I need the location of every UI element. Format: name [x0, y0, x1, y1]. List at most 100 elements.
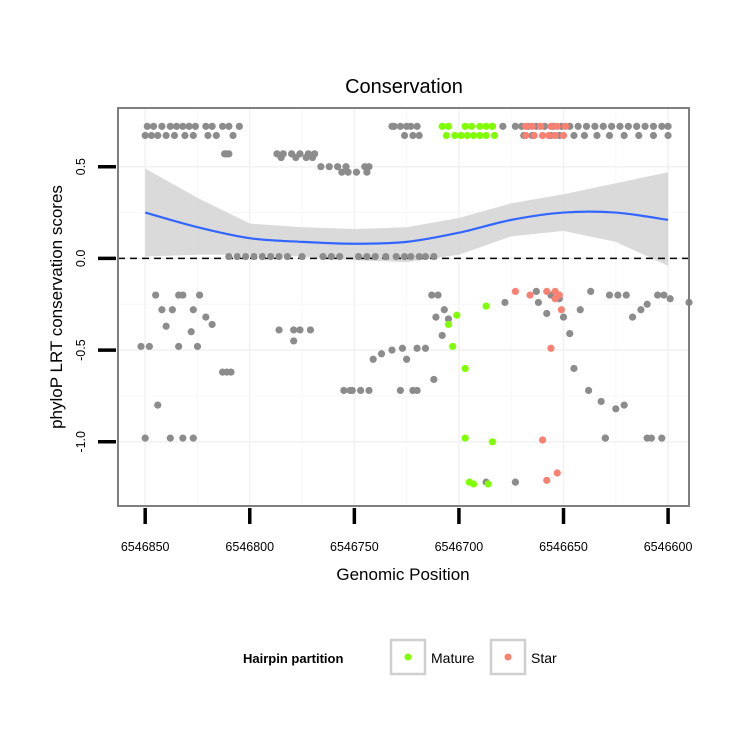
point-other [296, 326, 304, 334]
point-other [290, 326, 298, 334]
point-other [587, 287, 595, 296]
point-mature [449, 342, 457, 351]
point-other [225, 122, 233, 130]
x-axis-label: Genomic Position [336, 565, 469, 584]
point-other [599, 122, 607, 130]
point-other [532, 287, 540, 296]
point-other [400, 252, 409, 261]
point-other [666, 295, 674, 303]
point-other [145, 342, 153, 351]
point-star [538, 131, 547, 140]
point-other [620, 131, 628, 140]
point-other [614, 291, 622, 299]
point-star [553, 122, 561, 130]
point-star [543, 476, 551, 484]
point-other [444, 315, 453, 323]
point-other [149, 122, 158, 130]
point-other [664, 122, 672, 130]
point-mature [484, 480, 492, 488]
point-other [365, 386, 373, 395]
point-other [382, 252, 390, 261]
point-mature [463, 131, 471, 140]
point-other [185, 122, 193, 130]
legend-entry-mature: Mature [389, 638, 475, 676]
point-mature [467, 122, 476, 130]
point-other [432, 313, 440, 321]
point-other [168, 306, 176, 314]
point-star [543, 287, 551, 296]
point-other [317, 163, 325, 171]
point-mature [442, 131, 450, 140]
point-mature [457, 131, 465, 140]
point-mature [488, 122, 496, 130]
point-other [348, 386, 356, 395]
point-other [141, 131, 149, 140]
point-other [327, 252, 335, 261]
point-other [501, 298, 509, 307]
point-mature [444, 320, 453, 329]
point-other [421, 252, 430, 261]
point-other [275, 326, 283, 334]
point-other [202, 313, 210, 321]
point-other [566, 329, 574, 338]
point-other [660, 291, 668, 299]
point-other [336, 252, 344, 261]
point-other [664, 131, 672, 140]
point-other [172, 122, 181, 130]
point-other [647, 434, 655, 442]
point-other [250, 252, 258, 261]
point-other [388, 122, 396, 130]
point-other [166, 434, 174, 442]
point-other [175, 342, 183, 351]
x-tick-label: 6546700 [435, 540, 484, 554]
point-mature [482, 302, 490, 310]
point-other [275, 252, 283, 261]
point-other [511, 478, 519, 486]
point-other [181, 131, 189, 140]
point-other [605, 131, 614, 140]
point-other [574, 122, 582, 130]
point-mature [482, 131, 490, 140]
point-other [189, 131, 197, 140]
point-other [649, 131, 658, 140]
point-other [152, 291, 160, 299]
point-other [620, 401, 628, 409]
y-tick-label: 0.0 [74, 250, 88, 267]
point-other [258, 252, 266, 261]
x-tick-label: 6546750 [330, 540, 379, 554]
point-other [570, 364, 578, 373]
x-axis: 6546850 6546800 6546750 6546700 6546650 65466… [121, 508, 692, 554]
point-other [189, 306, 197, 314]
legend-key-star [489, 638, 527, 676]
point-other [593, 131, 601, 140]
point-other [363, 168, 371, 176]
point-other [413, 344, 421, 352]
point-other [421, 344, 430, 352]
point-other [225, 150, 233, 158]
point-other [649, 122, 658, 130]
point-other [407, 252, 415, 261]
point-other [154, 131, 162, 140]
legend-dot-mature [404, 653, 412, 661]
legend: Hairpin partition Mature Star [243, 638, 557, 676]
point-star [547, 122, 555, 130]
point-mature [488, 438, 496, 446]
point-other [292, 153, 300, 162]
point-other [407, 122, 415, 130]
point-other [187, 328, 195, 336]
point-other [338, 168, 346, 176]
point-mature [490, 131, 499, 140]
point-star [551, 131, 559, 140]
point-star [511, 287, 519, 296]
point-other [398, 344, 407, 352]
point-other [225, 252, 233, 261]
point-other [340, 386, 348, 395]
point-other [319, 252, 327, 261]
point-other [179, 291, 187, 299]
point-star [557, 306, 566, 314]
point-other [170, 131, 179, 140]
point-star [561, 122, 570, 130]
point-other [277, 153, 285, 162]
point-other [189, 434, 197, 442]
point-other [195, 291, 204, 299]
